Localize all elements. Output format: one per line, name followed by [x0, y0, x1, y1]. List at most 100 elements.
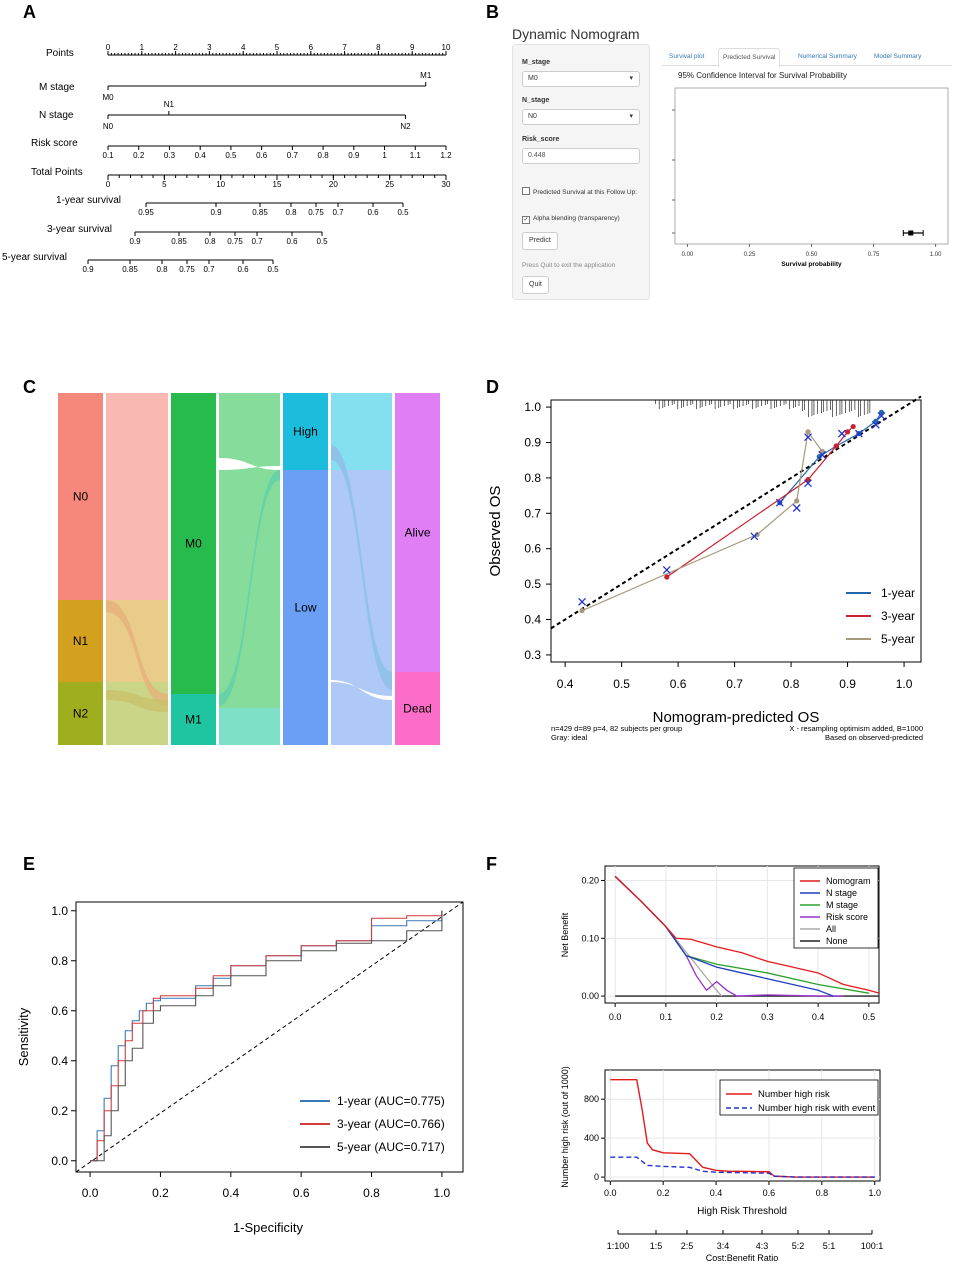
- tab-model-summary[interactable]: Model Summary: [874, 53, 922, 60]
- calib-x-tick-label: 0.5: [613, 677, 630, 691]
- sankey-node-label-n1: N1: [73, 634, 89, 648]
- calib-cross-marker: [578, 597, 587, 606]
- surv1-row-label: 1-year survival: [56, 195, 121, 206]
- n-stage-select[interactable]: N0 ▾: [522, 109, 640, 125]
- calib-y-tick-label: 0.5: [524, 577, 541, 591]
- surv3-tick-label: 0.5: [316, 237, 328, 246]
- surv5-tick-label: 0.8: [156, 265, 168, 274]
- roc-y-tick-label: 0.8: [51, 954, 68, 968]
- points-tick-label: 1: [140, 43, 145, 52]
- roc-curve-3-year (AUC=0.766): [90, 910, 443, 1162]
- cic-y-tick-label: 800: [584, 1094, 599, 1104]
- calib-footnote-right1: X - resampling optimism added, B=1000: [789, 724, 923, 733]
- calib-y-tick-label: 0.6: [524, 542, 541, 556]
- surv1-tick-label: 0.9: [210, 208, 222, 217]
- surv1-tick-label: 0.75: [308, 208, 324, 217]
- dca-x-tick-label: 0.1: [660, 1012, 673, 1022]
- n-stage-row-label: N stage: [39, 110, 74, 121]
- roc-legend-label: 1-year (AUC=0.775): [337, 1094, 445, 1108]
- quit-button[interactable]: Quit: [522, 276, 549, 294]
- tab-predicted-survival[interactable]: Predicted Survival: [718, 48, 781, 67]
- calib-cross-marker: [818, 450, 827, 459]
- panel-letter-a: A: [23, 2, 36, 22]
- calib-cross-marker: [854, 429, 863, 438]
- roc-curve-5-year (AUC=0.717): [90, 910, 443, 1162]
- total-points-tick-label: 20: [329, 180, 338, 189]
- calib-y-tick-label: 1.0: [524, 400, 541, 414]
- followup-checkbox-row[interactable]: Predicted Survival at this Follow Up:: [522, 187, 642, 197]
- tab-bar: Survival plot Predicted Survival Numeric…: [662, 48, 952, 67]
- points-tick-label: 0: [106, 43, 111, 52]
- risk-score-tick-label: 0.8: [318, 151, 330, 160]
- total-points-tick-label: 0: [106, 180, 111, 189]
- surv5-tick-label: 0.9: [82, 265, 94, 274]
- panel-letter-b: B: [486, 2, 499, 22]
- sankey-node-label-m0: M0: [185, 537, 202, 551]
- surv5-tick-label: 0.6: [237, 265, 249, 274]
- sankey-flow-n2-m1: [106, 690, 168, 712]
- chevron-down-icon: ▾: [629, 75, 633, 82]
- calib-x-tick-label: 1.0: [896, 677, 913, 691]
- surv3-tick-label: 0.75: [227, 237, 243, 246]
- cic-x-tick-label: 0.6: [763, 1188, 776, 1198]
- calib-legend-label: 1-year: [881, 586, 915, 600]
- dca-legend-label: N stage: [826, 888, 857, 898]
- sankey-node-label-m1: M1: [185, 713, 202, 727]
- calib-point-3-year: [805, 477, 811, 483]
- n-stage-n1-label: N1: [164, 100, 175, 109]
- shiny-app: Dynamic Nomogram M_stage M0 ▾ N_stage N0 ▾…: [505, 18, 955, 308]
- cost-benefit-tick-label: 1:100: [607, 1241, 630, 1251]
- calib-point-5-year: [819, 448, 825, 454]
- cic-legend-label: Number high risk with event: [758, 1103, 876, 1114]
- cic-x-tick-label: 0.0: [604, 1188, 617, 1198]
- n-stage-n2-label: N2: [400, 122, 411, 131]
- cost-benefit-tick-label: 5:2: [792, 1241, 805, 1251]
- tab-survival-plot[interactable]: Survival plot: [669, 53, 705, 60]
- surv1-tick-label: 0.6: [367, 208, 379, 217]
- points-tick-label: 2: [173, 43, 178, 52]
- sankey-node-n0: [58, 393, 103, 600]
- cost-benefit-axis-label: Cost:Benefit Ratio: [706, 1253, 779, 1263]
- cost-benefit-tick-label: 5:1: [823, 1241, 836, 1251]
- surv1-tick-label: 0.5: [397, 208, 409, 217]
- roc-x-axis-label: 1-Specificity: [233, 1220, 304, 1235]
- roc-diagonal: [75, 901, 464, 1173]
- ci-x-axis-label: Survival probability: [781, 261, 842, 268]
- tab-numerical-summary[interactable]: Numerical Summary: [798, 53, 857, 60]
- risk-score-tick-label: 0.5: [225, 151, 237, 160]
- risk-score-input[interactable]: 0.448: [522, 148, 640, 164]
- dca-legend-label: Nomogram: [826, 876, 871, 886]
- dca-x-tick-label: 0.3: [761, 1012, 774, 1022]
- ci-point-estimate: [908, 230, 914, 236]
- roc-y-tick-label: 0.2: [51, 1104, 68, 1118]
- roc-legend-label: 3-year (AUC=0.766): [337, 1117, 445, 1131]
- points-tick-label: 5: [275, 43, 280, 52]
- sankey-node-n2: [58, 682, 103, 745]
- calib-y-tick-label: 0.4: [524, 613, 541, 627]
- dca-x-tick-label: 0.5: [863, 1012, 876, 1022]
- cic-legend-label: Number high risk: [758, 1089, 830, 1100]
- roc-x-tick-label: 0.0: [82, 1186, 99, 1200]
- calib-y-tick-label: 0.3: [524, 648, 541, 662]
- calib-cross-marker: [804, 433, 812, 442]
- calib-y-axis-label: Observed OS: [487, 486, 504, 577]
- checkbox-checked-icon[interactable]: ✓: [522, 216, 530, 224]
- cic-x-tick-label: 1.0: [868, 1188, 881, 1198]
- calib-cross-marker: [804, 479, 812, 488]
- calib-series-line-3-year: [666, 426, 854, 578]
- surv3-tick-label: 0.9: [129, 237, 141, 246]
- surv3-tick-label: 0.85: [171, 237, 187, 246]
- risk-score-tick-label: 0.7: [287, 151, 299, 160]
- surv3-row-label: 3-year survival: [47, 224, 112, 235]
- roc-y-tick-label: 1.0: [51, 904, 68, 918]
- calib-point-1-year: [873, 418, 879, 424]
- calib-point-3-year: [833, 443, 839, 449]
- checkbox-unchecked-icon[interactable]: [522, 187, 530, 195]
- alpha-checkbox-row[interactable]: ✓ Alpha blending (transparency): [522, 214, 642, 224]
- predict-button[interactable]: Predict: [522, 232, 558, 250]
- points-tick-label: 3: [207, 43, 212, 52]
- m-stage-select[interactable]: M0 ▾: [522, 71, 640, 87]
- sankey-node-label-n2: N2: [73, 707, 89, 721]
- sankey-flow-high-dead: [331, 445, 392, 690]
- points-tick-label: 10: [442, 43, 451, 52]
